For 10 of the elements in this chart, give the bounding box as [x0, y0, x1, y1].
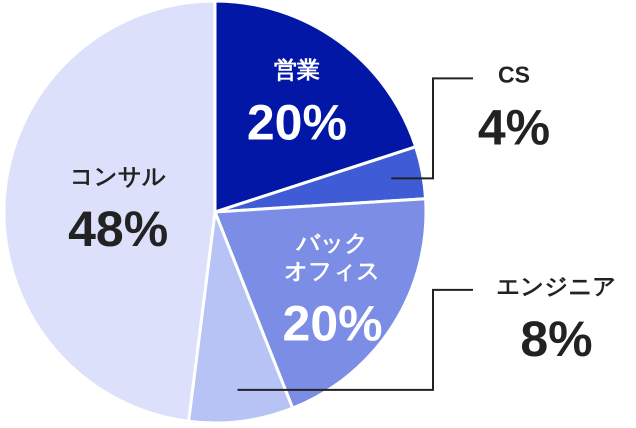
data-label: 48% [68, 200, 168, 257]
data-label: 8% [520, 310, 593, 367]
data-label: 20% [282, 296, 383, 352]
data-label: 20% [246, 94, 347, 150]
slice-label: エンジニア [496, 272, 616, 299]
slice-label: コンサル [70, 162, 166, 189]
slice-label: CS [498, 61, 530, 88]
slice-label: バックオフィス [284, 230, 381, 284]
slice-label: 営業 [274, 56, 320, 82]
data-label: 4% [478, 99, 550, 156]
